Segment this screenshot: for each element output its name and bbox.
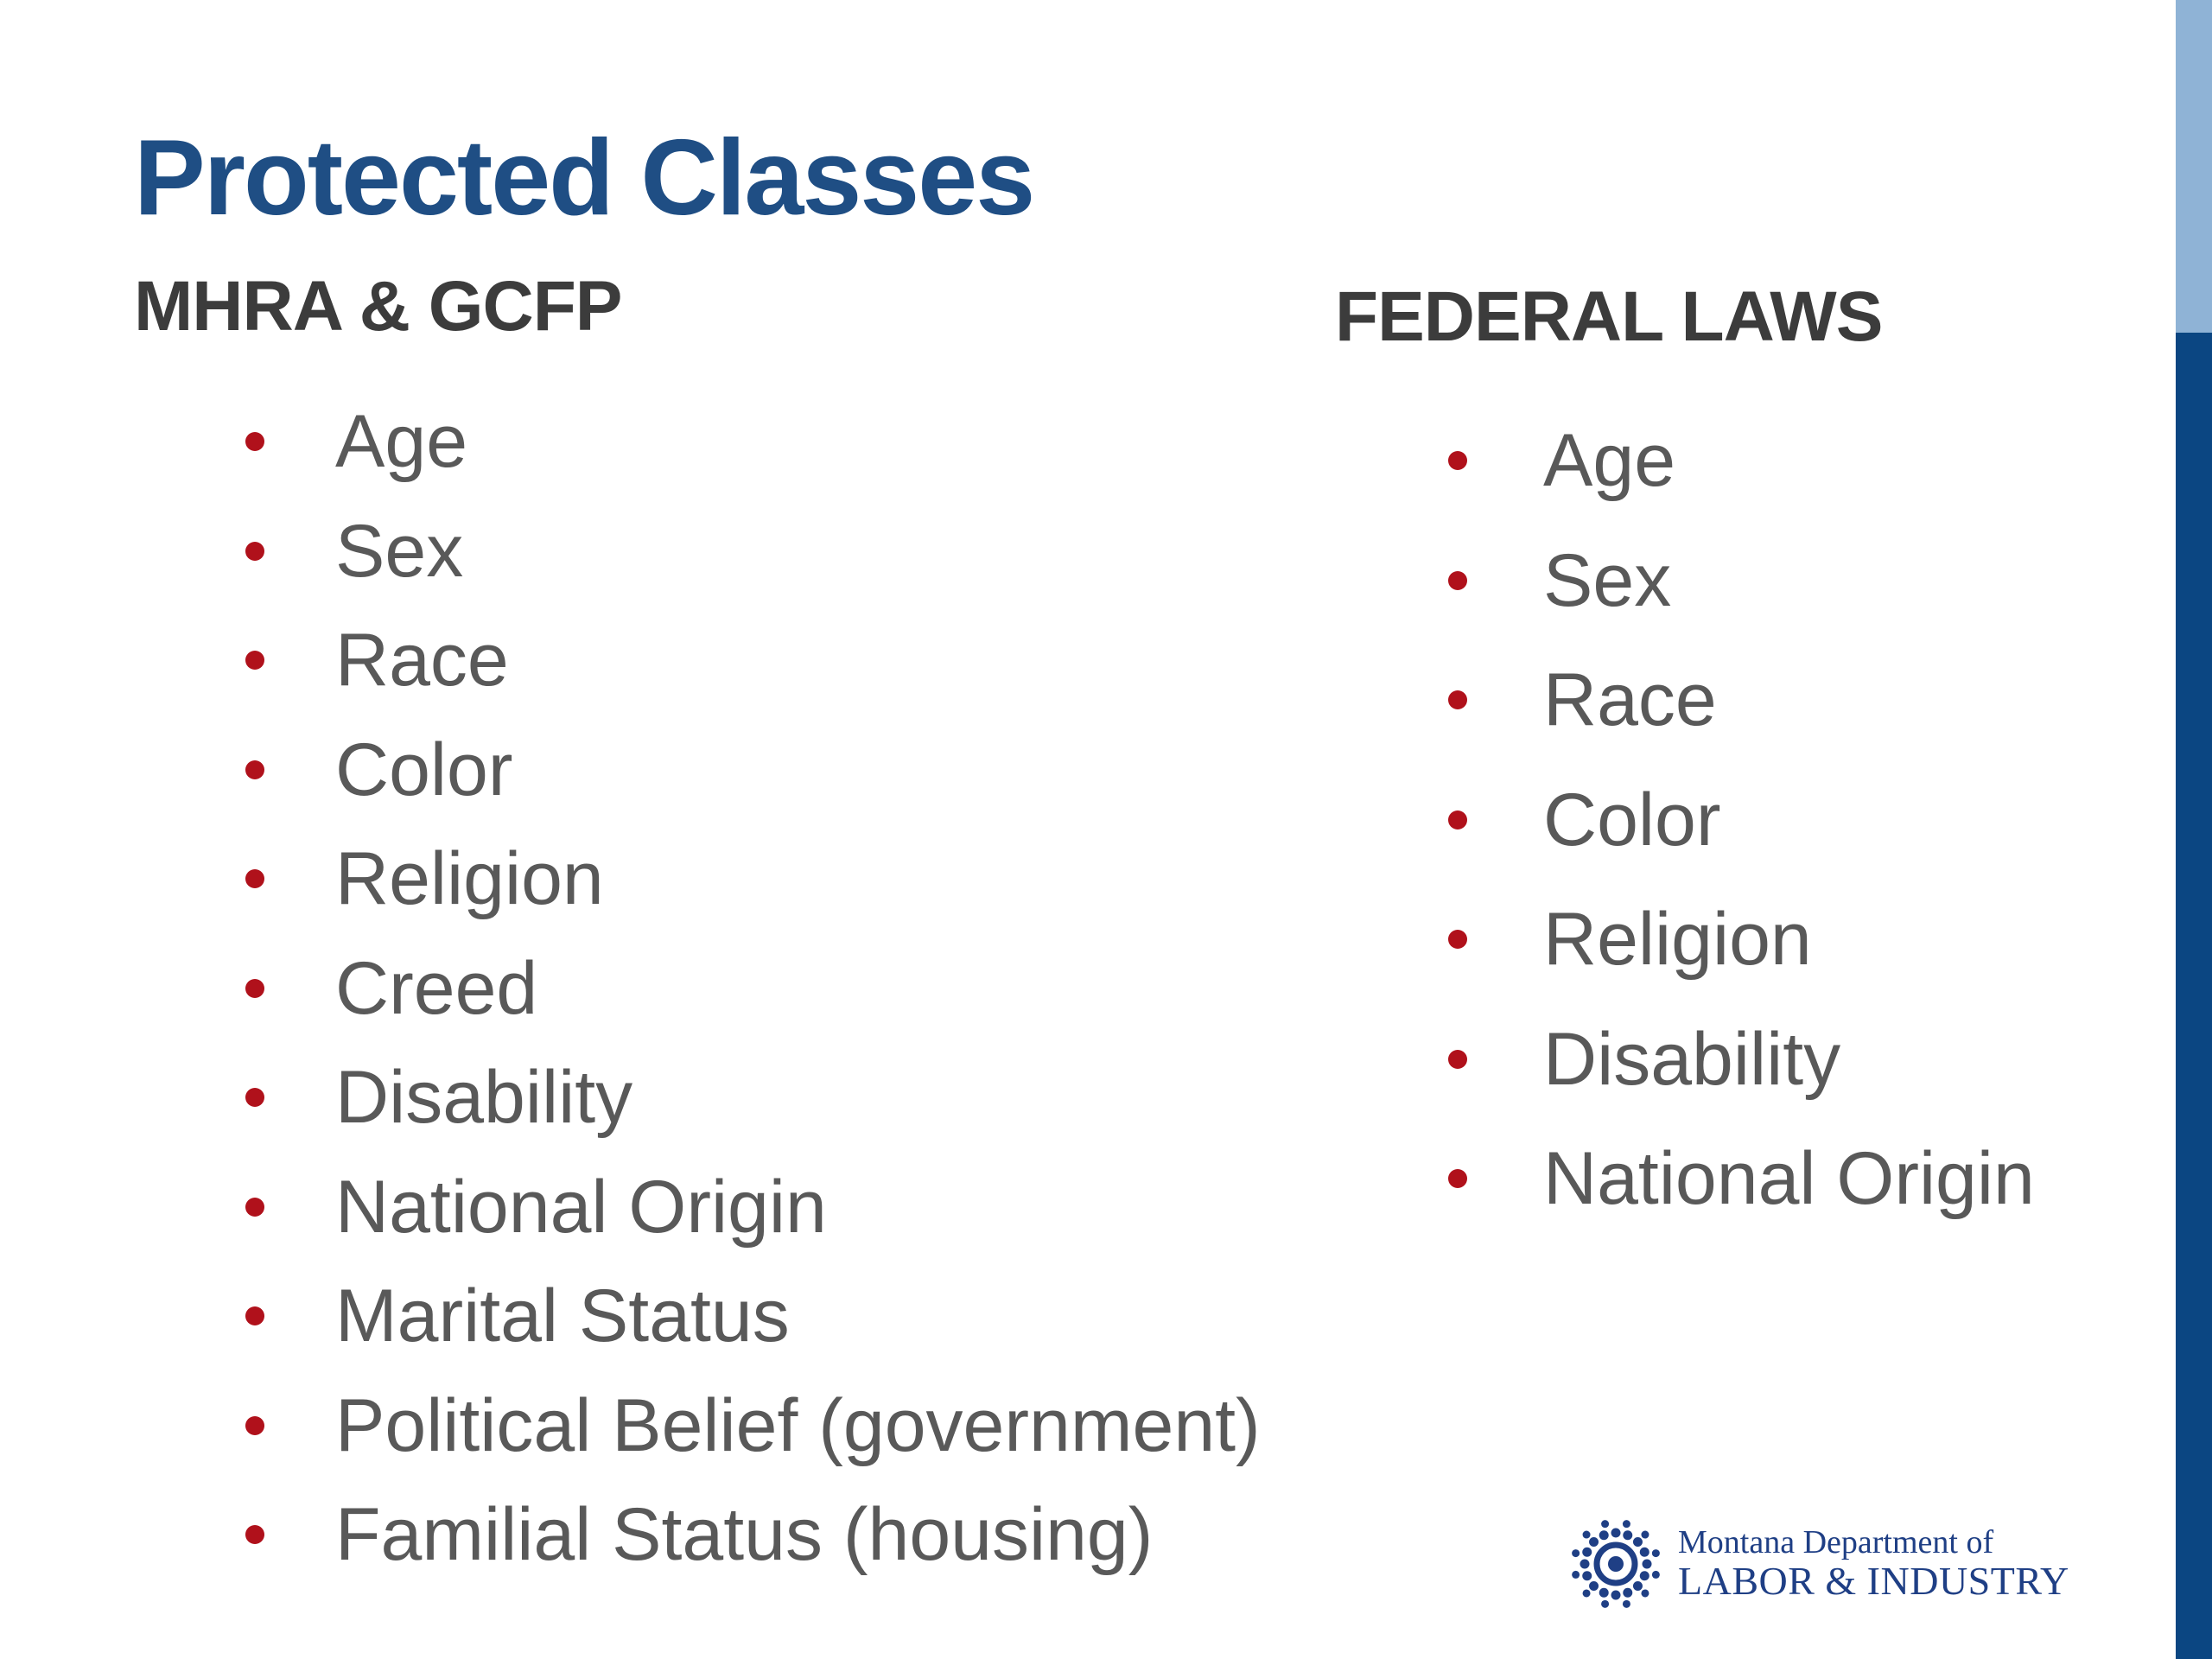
list-item-label: Color <box>335 728 513 811</box>
list-item-label: Race <box>335 619 509 702</box>
list-item-label: National Origin <box>335 1165 827 1249</box>
seal-dot <box>1622 1520 1630 1529</box>
logo-line-department: Montana Department of <box>1678 1523 1994 1560</box>
seal-dot <box>1599 1530 1609 1541</box>
seal-dot <box>1623 1530 1633 1541</box>
bullet-dot <box>245 760 264 779</box>
bullet-dot <box>245 869 264 889</box>
seal-dot <box>1611 1590 1621 1600</box>
list-item-label: Religion <box>335 837 604 921</box>
seal-dot <box>1572 1549 1580 1558</box>
bullet-dot <box>245 1525 264 1545</box>
seal-dot <box>1572 1570 1580 1579</box>
list-item: Age <box>1445 401 2035 521</box>
seal-dot <box>1651 1549 1660 1558</box>
list-item: Religion <box>242 824 1261 934</box>
list-item-label: Disability <box>1543 1017 1841 1101</box>
bullet-dot <box>245 1415 264 1435</box>
list-item: Familial Status (housing) <box>242 1480 1261 1590</box>
bullet-dot <box>1448 1169 1467 1189</box>
list-item: Age <box>242 387 1261 497</box>
bullet-dot <box>245 432 264 452</box>
list-item: Sex <box>1445 521 2035 641</box>
seal-dot <box>1632 1580 1643 1591</box>
list-item: Religion <box>1445 880 2035 1000</box>
list-item: National Origin <box>242 1153 1261 1262</box>
bullet-dot <box>1448 690 1467 710</box>
seal-dot <box>1589 1537 1599 1548</box>
sunburst-seal-icon <box>1572 1520 1660 1608</box>
list-item: Disability <box>242 1043 1261 1153</box>
bullet-dot <box>245 978 264 998</box>
list-item-label: National Origin <box>1543 1137 2035 1221</box>
seal-dot <box>1582 1571 1592 1581</box>
seal-dot <box>1641 1589 1649 1598</box>
right-bullet-list: Age Sex Race Color Religion Disability N… <box>1445 401 2035 1239</box>
agency-logo: Montana Department of LABOR & INDUSTRY <box>1564 1512 2069 1616</box>
list-item: Color <box>1445 760 2035 880</box>
seal-dot <box>1582 1530 1591 1539</box>
bullet-dot <box>245 1306 264 1326</box>
list-item: Color <box>242 715 1261 825</box>
left-column-heading: MHRA & GCFP <box>134 267 622 346</box>
seal-dot <box>1641 1530 1649 1539</box>
list-item-label: Age <box>335 400 468 484</box>
seal-dot <box>1622 1599 1630 1608</box>
seal-dot <box>1611 1528 1621 1538</box>
list-item: National Origin <box>1445 1119 2035 1239</box>
seal-dot <box>1632 1537 1643 1548</box>
list-item-label: Religion <box>1543 898 1812 982</box>
seal-dot <box>1601 1520 1610 1529</box>
logo-wordmark: Montana Department of LABOR & INDUSTRY <box>1678 1523 2069 1603</box>
list-item: Race <box>242 606 1261 715</box>
list-item-label: Disability <box>335 1056 633 1140</box>
seal-dot <box>1601 1599 1610 1608</box>
seal-dot <box>1580 1559 1590 1569</box>
bullet-dot <box>245 651 264 671</box>
seal-dot <box>1642 1559 1652 1569</box>
seal-dot <box>1589 1580 1599 1591</box>
list-item-label: Familial Status (housing) <box>335 1493 1154 1577</box>
right-column-heading: FEDERAL LAWS <box>1335 277 1883 356</box>
list-item: Race <box>1445 640 2035 760</box>
bullet-dot <box>1448 810 1467 830</box>
list-item-label: Political Belief (government) <box>335 1383 1261 1467</box>
left-bullet-list: Age Sex Race Color Religion Creed Disabi… <box>242 387 1261 1590</box>
list-item: Disability <box>1445 1000 2035 1120</box>
list-item-label: Race <box>1543 658 1717 742</box>
bullet-dot <box>245 1088 264 1108</box>
seal-dot <box>1582 1547 1592 1557</box>
list-item: Creed <box>242 934 1261 1044</box>
list-item: Sex <box>242 497 1261 607</box>
bullet-dot <box>1448 1049 1467 1069</box>
seal-dot <box>1582 1589 1591 1598</box>
bullet-dot <box>245 1197 264 1217</box>
seal-dot <box>1623 1587 1633 1598</box>
list-item-label: Sex <box>1543 538 1672 622</box>
list-item-label: Creed <box>335 946 538 1030</box>
seal-dot <box>1639 1547 1649 1557</box>
bullet-dot <box>1448 930 1467 950</box>
seal-dot <box>1651 1570 1660 1579</box>
seal-dot <box>1639 1571 1649 1581</box>
list-item: Marital Status <box>242 1262 1261 1371</box>
bullet-dot <box>1448 570 1467 590</box>
slide-title: Protected Classes <box>134 118 1035 238</box>
list-item-label: Color <box>1543 778 1721 861</box>
edge-accent-bar-dark <box>2176 333 2212 1659</box>
seal-dot <box>1599 1587 1609 1598</box>
list-item: Political Belief (government) <box>242 1371 1261 1481</box>
list-item-label: Age <box>1543 419 1676 503</box>
edge-accent-bar-light <box>2176 0 2212 333</box>
bullet-dot <box>1448 451 1467 471</box>
bullet-dot <box>245 541 264 561</box>
logo-line-agency: LABOR & INDUSTRY <box>1678 1558 2069 1603</box>
list-item-label: Marital Status <box>335 1274 790 1358</box>
list-item-label: Sex <box>335 509 464 593</box>
